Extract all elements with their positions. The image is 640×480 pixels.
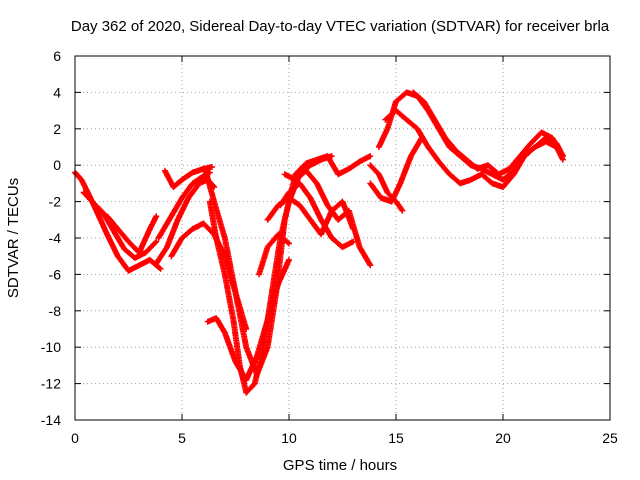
data-point-markers bbox=[72, 169, 164, 274]
y-tick-label: 0 bbox=[53, 157, 61, 173]
y-tick-label: 4 bbox=[53, 84, 61, 100]
data-point-markers bbox=[382, 107, 566, 190]
y-tick-label: -4 bbox=[49, 230, 62, 246]
axis-ticks: 0 5 10 15 20 25 -14 -12 -10 -8 -6 -4 -2 0 2 4 6 bbox=[41, 48, 618, 446]
y-axis-label: SDTVAR / TECUs bbox=[5, 178, 22, 298]
y-tick-label: -12 bbox=[41, 376, 61, 392]
data-points bbox=[72, 89, 566, 396]
data-point-markers bbox=[104, 213, 160, 256]
data-point-markers bbox=[264, 195, 357, 238]
y-tick-label: 2 bbox=[53, 121, 61, 137]
y-tick-label: -2 bbox=[49, 194, 62, 210]
y-tick-label: -8 bbox=[49, 303, 62, 319]
series-track-13 bbox=[264, 195, 357, 238]
series-track-18 bbox=[410, 89, 566, 178]
x-tick-label: 5 bbox=[178, 430, 186, 446]
y-tick-label: -6 bbox=[49, 266, 62, 282]
data-point-markers bbox=[168, 220, 250, 332]
series-track-2 bbox=[80, 189, 160, 261]
data-point-markers bbox=[80, 189, 160, 261]
series-track-6 bbox=[155, 169, 213, 241]
x-axis-label: GPS time / hours bbox=[283, 457, 397, 474]
series-track-17 bbox=[382, 107, 566, 190]
series-track-5 bbox=[161, 164, 215, 190]
y-tick-label: -10 bbox=[41, 339, 61, 355]
chart-title: Day 362 of 2020, Sidereal Day-to-day VTE… bbox=[71, 18, 610, 35]
x-tick-label: 10 bbox=[281, 430, 297, 446]
data-point-markers bbox=[410, 89, 566, 178]
x-tick-label: 20 bbox=[495, 430, 511, 446]
x-tick-label: 0 bbox=[71, 430, 79, 446]
data-point-markers bbox=[256, 231, 292, 278]
data-point-markers bbox=[155, 169, 213, 241]
series-track-14 bbox=[256, 231, 292, 278]
series-track-1 bbox=[72, 169, 164, 274]
x-tick-label: 25 bbox=[602, 430, 618, 446]
series-track-10 bbox=[204, 256, 292, 383]
grid bbox=[75, 56, 610, 420]
y-tick-label: -14 bbox=[41, 412, 61, 428]
data-point-markers bbox=[204, 256, 292, 383]
y-tick-label: 6 bbox=[53, 48, 61, 64]
data-point-markers bbox=[367, 134, 425, 205]
series-track-19 bbox=[367, 134, 425, 205]
x-tick-label: 15 bbox=[388, 430, 404, 446]
series-track-3 bbox=[104, 213, 160, 256]
series-track-9 bbox=[168, 220, 250, 332]
data-point-markers bbox=[161, 164, 215, 190]
